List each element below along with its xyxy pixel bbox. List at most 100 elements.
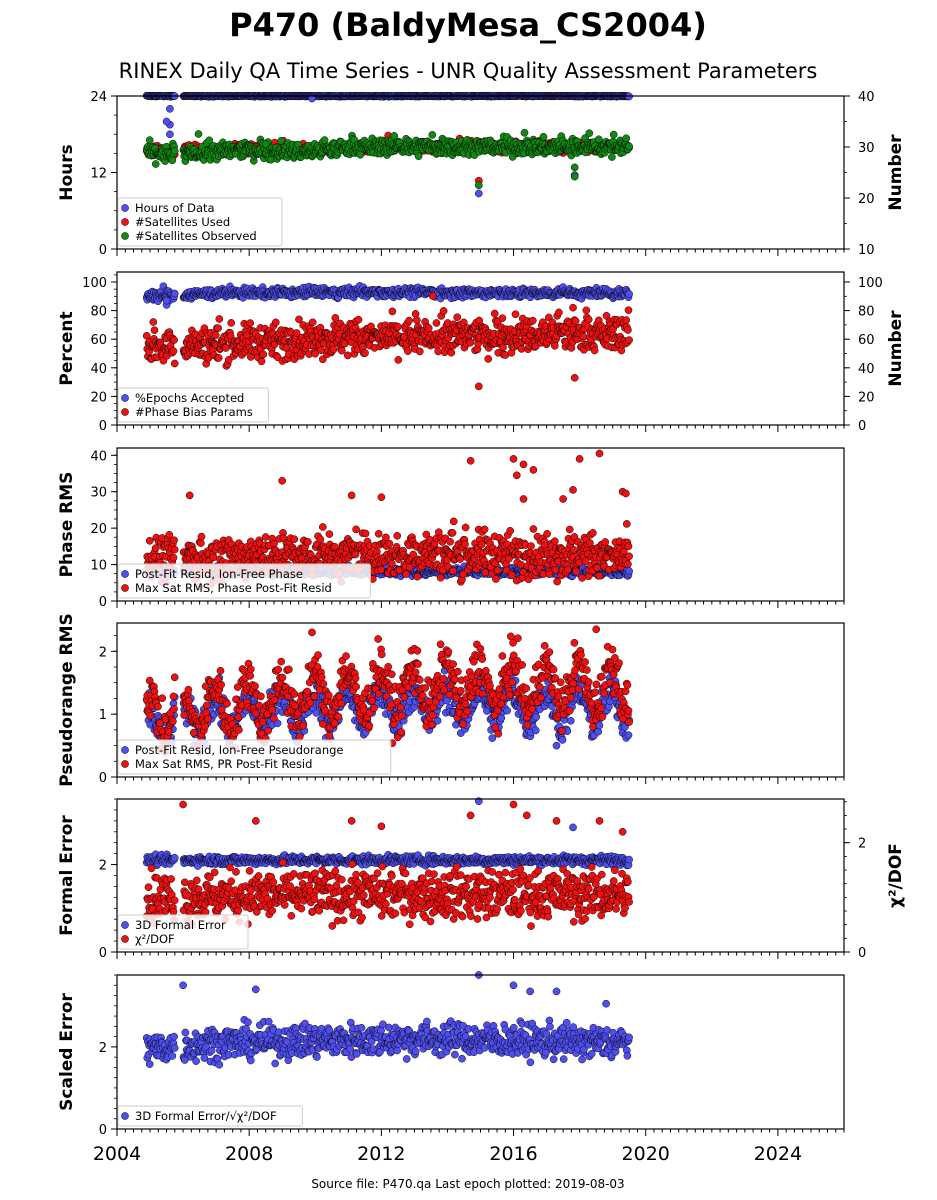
y-right-tick-label: 40: [858, 90, 875, 105]
data-point: [205, 136, 214, 145]
legend-label: %Epochs Accepted: [135, 391, 244, 405]
data-point: [624, 306, 633, 315]
data-point: [424, 324, 433, 333]
y-tick-label: 0: [99, 243, 107, 258]
series-2-points: [142, 292, 633, 391]
data-point: [170, 359, 179, 368]
data-point: [166, 130, 174, 139]
data-point: [531, 342, 540, 351]
series-3-points: [142, 128, 633, 190]
data-point: [170, 289, 179, 298]
data-point: [590, 346, 599, 355]
data-point: [466, 338, 475, 347]
data-point: [414, 152, 423, 161]
data-point: [432, 319, 441, 327]
data-point: [162, 296, 171, 305]
figure-subtitle: RINEX Daily QA Time Series - UNR Quality…: [119, 59, 818, 83]
data-point: [453, 313, 462, 322]
data-point: [511, 310, 520, 319]
data-point: [246, 319, 255, 327]
data-point: [517, 345, 526, 353]
data-point: [625, 336, 633, 344]
data-point: [570, 373, 579, 382]
data-point: [215, 315, 224, 323]
data-point: [412, 316, 421, 324]
data-point: [194, 130, 203, 138]
y-axis-label: Hours: [57, 144, 77, 201]
legend-marker: [121, 394, 129, 402]
data-point: [361, 349, 369, 357]
panel-2: 020406080100020406080100NumberPercent%Ep…: [57, 271, 906, 434]
y-tick-label: 24: [90, 90, 107, 105]
data-point: [528, 316, 537, 325]
data-point: [411, 310, 420, 318]
legend-marker: [121, 218, 129, 226]
data-point: [439, 307, 448, 315]
data-point: [622, 134, 631, 143]
data-point: [261, 140, 270, 148]
y-tick-label: 40: [90, 362, 107, 377]
data-point: [550, 341, 559, 350]
data-point: [474, 189, 483, 198]
data-point: [585, 129, 594, 138]
data-point: [214, 354, 223, 362]
data-point: [343, 351, 352, 360]
data-point: [320, 136, 329, 144]
data-point: [277, 136, 286, 145]
data-point: [498, 314, 507, 323]
data-point: [318, 355, 327, 364]
data-point: [584, 315, 593, 324]
data-point: [227, 319, 236, 327]
legend-marker: [121, 232, 129, 240]
figure-title: P470 (BaldyMesa_CS2004): [229, 6, 707, 44]
data-point: [329, 345, 338, 354]
data-point: [415, 347, 424, 356]
panel-2-points: [142, 282, 633, 391]
data-point: [308, 318, 317, 327]
data-point: [520, 128, 529, 137]
data-point: [625, 290, 633, 298]
panel-1-points: [142, 92, 633, 198]
data-point: [331, 314, 340, 322]
legend-box: [117, 197, 283, 247]
y-axis-label-right: Number: [886, 310, 906, 387]
data-point: [170, 147, 179, 155]
legend-marker: [121, 408, 129, 416]
data-point: [609, 130, 618, 139]
legend: %Epochs Accepted#Phase Bias Params: [117, 387, 269, 423]
data-point: [571, 317, 580, 325]
y-right-tick-label: 30: [858, 141, 875, 156]
data-point: [608, 153, 616, 161]
data-point: [259, 350, 268, 359]
data-point: [311, 349, 319, 358]
y-tick-label: 20: [90, 390, 107, 405]
data-point: [292, 329, 301, 337]
data-point: [151, 160, 160, 168]
y-tick-label: 100: [82, 276, 107, 291]
data-point: [579, 332, 588, 341]
data-point: [474, 382, 483, 391]
data-point: [582, 306, 591, 315]
legend-marker: [121, 204, 129, 212]
data-point: [214, 324, 222, 332]
data-point: [337, 346, 346, 355]
data-point: [166, 104, 174, 113]
y-right-tick-label: 60: [858, 333, 875, 348]
data-point: [569, 303, 577, 312]
data-point: [295, 315, 303, 324]
data-point: [149, 318, 158, 326]
data-point: [622, 316, 631, 324]
data-point: [570, 172, 579, 181]
data-point: [625, 142, 633, 151]
y-tick-label: 80: [90, 305, 107, 320]
data-point: [539, 132, 548, 141]
data-point: [162, 117, 171, 126]
data-point: [428, 131, 437, 139]
data-point: [484, 355, 493, 363]
data-point: [447, 348, 456, 357]
y-right-tick-label: 20: [858, 390, 875, 405]
data-point: [394, 356, 403, 364]
